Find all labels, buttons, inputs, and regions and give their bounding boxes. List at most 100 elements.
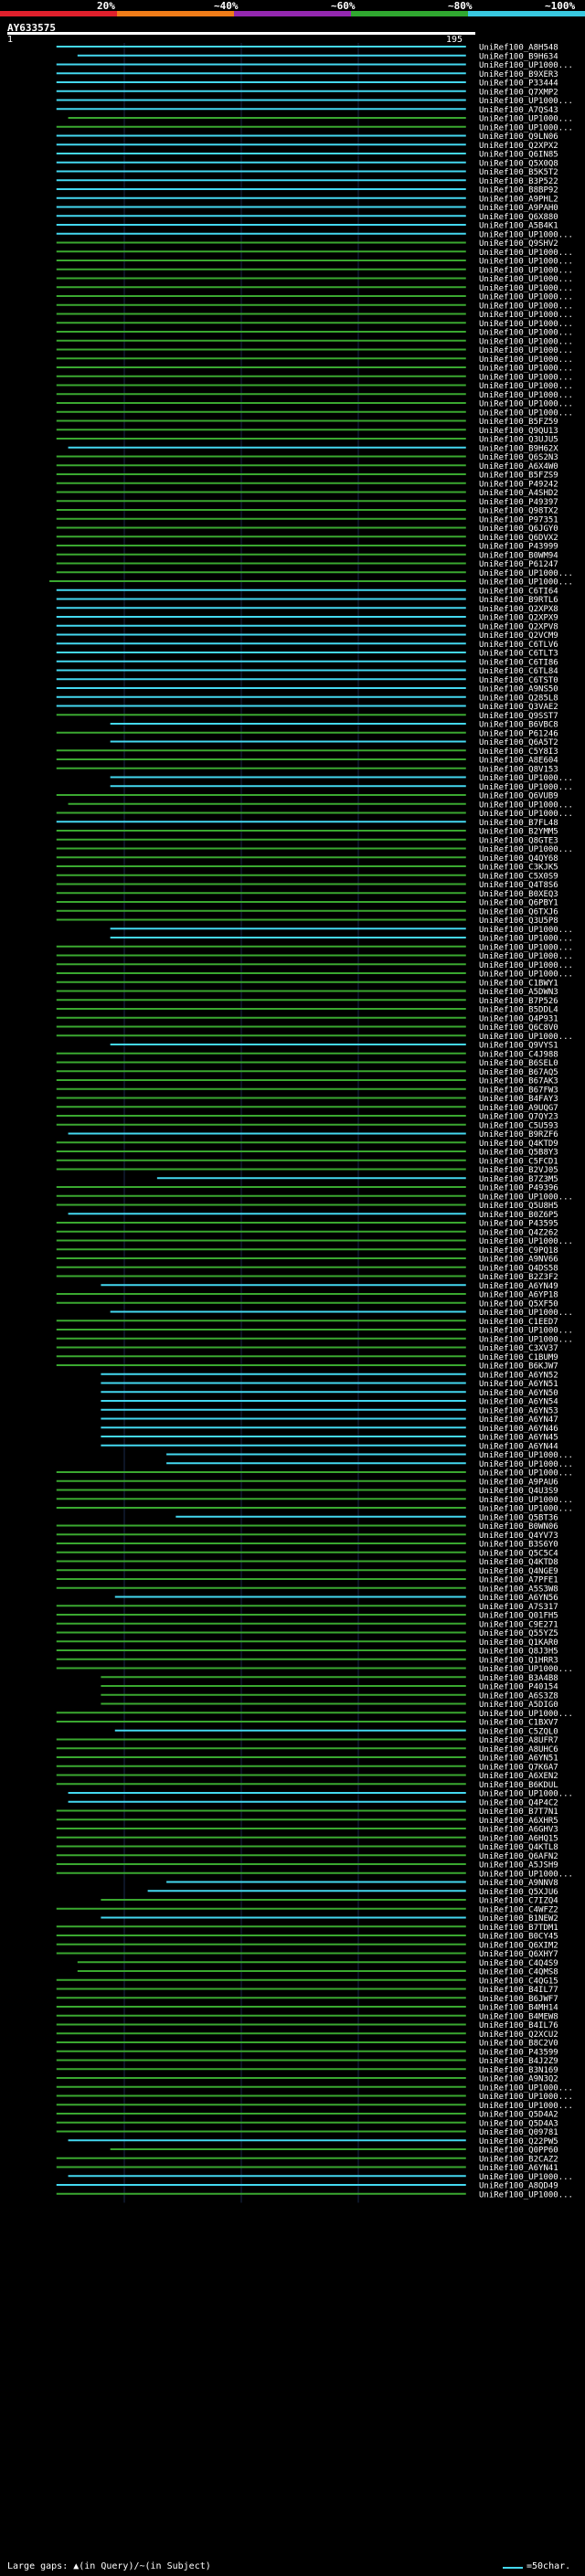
hit-row[interactable]: UniRef100_Q9VYS1 [110, 1042, 558, 1051]
hit-row[interactable]: UniRef100_C3XV37 [56, 1344, 558, 1353]
hit-row[interactable]: UniRef100_UP1000... [56, 1496, 573, 1505]
hit-row[interactable]: UniRef100_B5FZ59 [56, 418, 558, 427]
hit-row[interactable]: UniRef100_P97351 [56, 515, 558, 525]
hit-row[interactable]: UniRef100_UP1000... [56, 1033, 573, 1042]
hit-row[interactable]: UniRef100_UP1000... [56, 1193, 573, 1202]
hit-row[interactable]: UniRef100_Q4T8S6 [56, 881, 558, 890]
hit-row[interactable]: UniRef100_Q285L8 [56, 694, 558, 703]
hit-row[interactable]: UniRef100_A9UQG7 [56, 1104, 558, 1113]
hit-row[interactable]: UniRef100_C5ZQL0 [114, 1727, 558, 1736]
hit-row[interactable]: UniRef100_A4SHD2 [56, 489, 558, 498]
hit-row[interactable]: UniRef100_Q2XPV8 [56, 622, 558, 631]
hit-row[interactable]: UniRef100_A9NS50 [56, 685, 558, 694]
hit-row[interactable]: UniRef100_P49397 [56, 498, 558, 507]
hit-row[interactable]: UniRef100_A5DIG0 [101, 1701, 558, 1710]
hit-row[interactable]: UniRef100_UP1000... [56, 1710, 573, 1719]
hit-row[interactable]: UniRef100_UP1000... [56, 970, 573, 980]
hit-row[interactable]: UniRef100_Q8GTE3 [56, 836, 558, 845]
hit-row[interactable]: UniRef100_Q3UJU5 [56, 436, 558, 445]
hit-row[interactable]: UniRef100_A5S3W8 [56, 1585, 558, 1594]
hit-row[interactable]: UniRef100_C5X0S9 [56, 872, 558, 881]
hit-row[interactable]: UniRef100_Q98TX2 [56, 507, 558, 516]
hit-row[interactable]: UniRef100_A6YN47 [101, 1415, 558, 1425]
hit-row[interactable]: UniRef100_C6TI86 [56, 658, 558, 667]
hit-row[interactable]: UniRef100_A6S3Z8 [101, 1691, 558, 1701]
hit-row[interactable]: UniRef100_A7PFE1 [56, 1576, 558, 1585]
hit-row[interactable]: UniRef100_B3A4B8 [101, 1674, 558, 1683]
hit-row[interactable]: UniRef100_P43595 [56, 1220, 558, 1229]
hit-row[interactable]: UniRef100_UP1000... [110, 774, 573, 783]
hit-row[interactable]: UniRef100_Q3U5P8 [56, 917, 558, 926]
hit-row[interactable]: UniRef100_Q6AFN2 [56, 1852, 558, 1861]
hit-row[interactable]: UniRef100_UP1000... [56, 346, 573, 355]
hit-row[interactable]: UniRef100_B4IL76 [56, 2021, 558, 2030]
hit-row[interactable]: UniRef100_C1BUM9 [56, 1353, 558, 1362]
hit-row[interactable]: UniRef100_Q7XMP2 [56, 88, 558, 97]
hit-row[interactable]: UniRef100_UP1000... [56, 400, 573, 409]
hit-row[interactable]: UniRef100_B6KDUL [56, 1781, 558, 1790]
hit-row[interactable]: UniRef100_UP1000... [110, 926, 573, 935]
hit-row[interactable]: UniRef100_UP1000... [56, 2093, 573, 2102]
hit-row[interactable]: UniRef100_Q5XJU6 [147, 1888, 558, 1897]
hit-row[interactable]: UniRef100_B4MH14 [56, 2004, 558, 2013]
hit-row[interactable]: UniRef100_UP1000... [56, 258, 573, 267]
hit-row[interactable]: UniRef100_A6GHV3 [56, 1826, 558, 1835]
hit-row[interactable]: UniRef100_Q4P931 [56, 1014, 558, 1023]
hit-row[interactable]: UniRef100_UP1000... [56, 382, 573, 391]
hit-row[interactable]: UniRef100_B1NEW2 [101, 1914, 558, 1924]
hit-row[interactable]: UniRef100_Q4Z262 [56, 1228, 558, 1237]
hit-row[interactable]: UniRef100_A8UFR7 [56, 1736, 558, 1745]
hit-row[interactable]: UniRef100_C5FCD1 [56, 1157, 558, 1166]
hit-row[interactable]: UniRef100_Q2XPX9 [56, 614, 558, 623]
hit-row[interactable]: UniRef100_A6YN46 [101, 1425, 558, 1434]
hit-row[interactable]: UniRef100_A7S317 [56, 1603, 558, 1612]
hit-row[interactable]: UniRef100_UP1000... [56, 845, 573, 854]
hit-row[interactable]: UniRef100_Q2XPX8 [56, 605, 558, 614]
hit-row[interactable]: UniRef100_B4FAY3 [56, 1095, 558, 1104]
hit-row[interactable]: UniRef100_B2YMM5 [56, 828, 558, 837]
hit-row[interactable]: UniRef100_Q6XHY7 [56, 1950, 558, 1959]
hit-row[interactable]: UniRef100_B5K5T2 [56, 168, 558, 177]
hit-row[interactable]: UniRef100_Q6C8V0 [56, 1023, 558, 1033]
hit-row[interactable]: UniRef100_UP1000... [68, 2173, 573, 2182]
hit-row[interactable]: UniRef100_Q4DS58 [56, 1264, 558, 1273]
hit-row[interactable]: UniRef100_Q4P4C2 [68, 1798, 558, 1807]
hit-row[interactable]: UniRef100_Q2XPX2 [56, 142, 558, 151]
hit-row[interactable]: UniRef100_B0XEQ3 [56, 890, 558, 899]
hit-row[interactable]: UniRef100_UP1000... [166, 1451, 573, 1460]
hit-row[interactable]: UniRef100_B8BP92 [56, 186, 558, 196]
hit-row[interactable]: UniRef100_Q4NGE9 [56, 1567, 558, 1576]
hit-row[interactable]: UniRef100_B7FL48 [56, 819, 558, 828]
hit-row[interactable]: UniRef100_Q0PP60 [110, 2147, 558, 2156]
hit-row[interactable]: UniRef100_UP1000... [56, 2102, 573, 2111]
hit-row[interactable]: UniRef100_UP1000... [56, 275, 573, 284]
hit-row[interactable]: UniRef100_B5FZS9 [56, 472, 558, 481]
hit-row[interactable]: UniRef100_B0CY45 [56, 1933, 558, 1942]
hit-row[interactable]: UniRef100_P61247 [56, 560, 558, 569]
hit-row[interactable]: UniRef100_B67AQ5 [56, 1068, 558, 1077]
hit-row[interactable]: UniRef100_Q22PW5 [68, 2137, 558, 2147]
hit-row[interactable]: UniRef100_Q5XF50 [56, 1299, 558, 1309]
hit-row[interactable]: UniRef100_UP1000... [56, 391, 573, 400]
hit-row[interactable]: UniRef100_A5JSH9 [56, 1861, 558, 1871]
hit-row[interactable]: UniRef100_UP1000... [56, 1469, 573, 1479]
hit-row[interactable]: UniRef100_B9H62X [68, 444, 559, 453]
hit-row[interactable]: UniRef100_B6JWF7 [56, 1995, 558, 2004]
hit-row[interactable]: UniRef100_Q8J3H5 [56, 1648, 558, 1657]
hit-row[interactable]: UniRef100_UP1000... [56, 123, 573, 133]
hit-row[interactable]: UniRef100_Q4KTD8 [56, 1558, 558, 1567]
hit-row[interactable]: UniRef100_B2CAZ2 [56, 2155, 558, 2164]
hit-row[interactable]: UniRef100_A9N3Q2 [56, 2075, 558, 2084]
hit-row[interactable]: UniRef100_UP1000... [56, 1505, 573, 1514]
hit-row[interactable]: UniRef100_A6XHR5 [56, 1817, 558, 1826]
hit-row[interactable]: UniRef100_P49242 [56, 480, 558, 489]
hit-row[interactable]: UniRef100_C6TST0 [56, 676, 558, 685]
hit-row[interactable]: UniRef100_B9RTL6 [56, 596, 558, 605]
hit-row[interactable]: UniRef100_A6YN51 [56, 1754, 558, 1764]
hit-row[interactable]: UniRef100_UP1000... [56, 230, 573, 239]
hit-row[interactable]: UniRef100_A6YN50 [101, 1389, 558, 1398]
hit-row[interactable]: UniRef100_B4J2Z9 [56, 2057, 558, 2066]
hit-row[interactable]: UniRef100_A9PHL2 [56, 195, 558, 204]
hit-row[interactable]: UniRef100_Q5BT36 [176, 1513, 558, 1522]
hit-row[interactable]: UniRef100_UP1000... [56, 1327, 573, 1336]
